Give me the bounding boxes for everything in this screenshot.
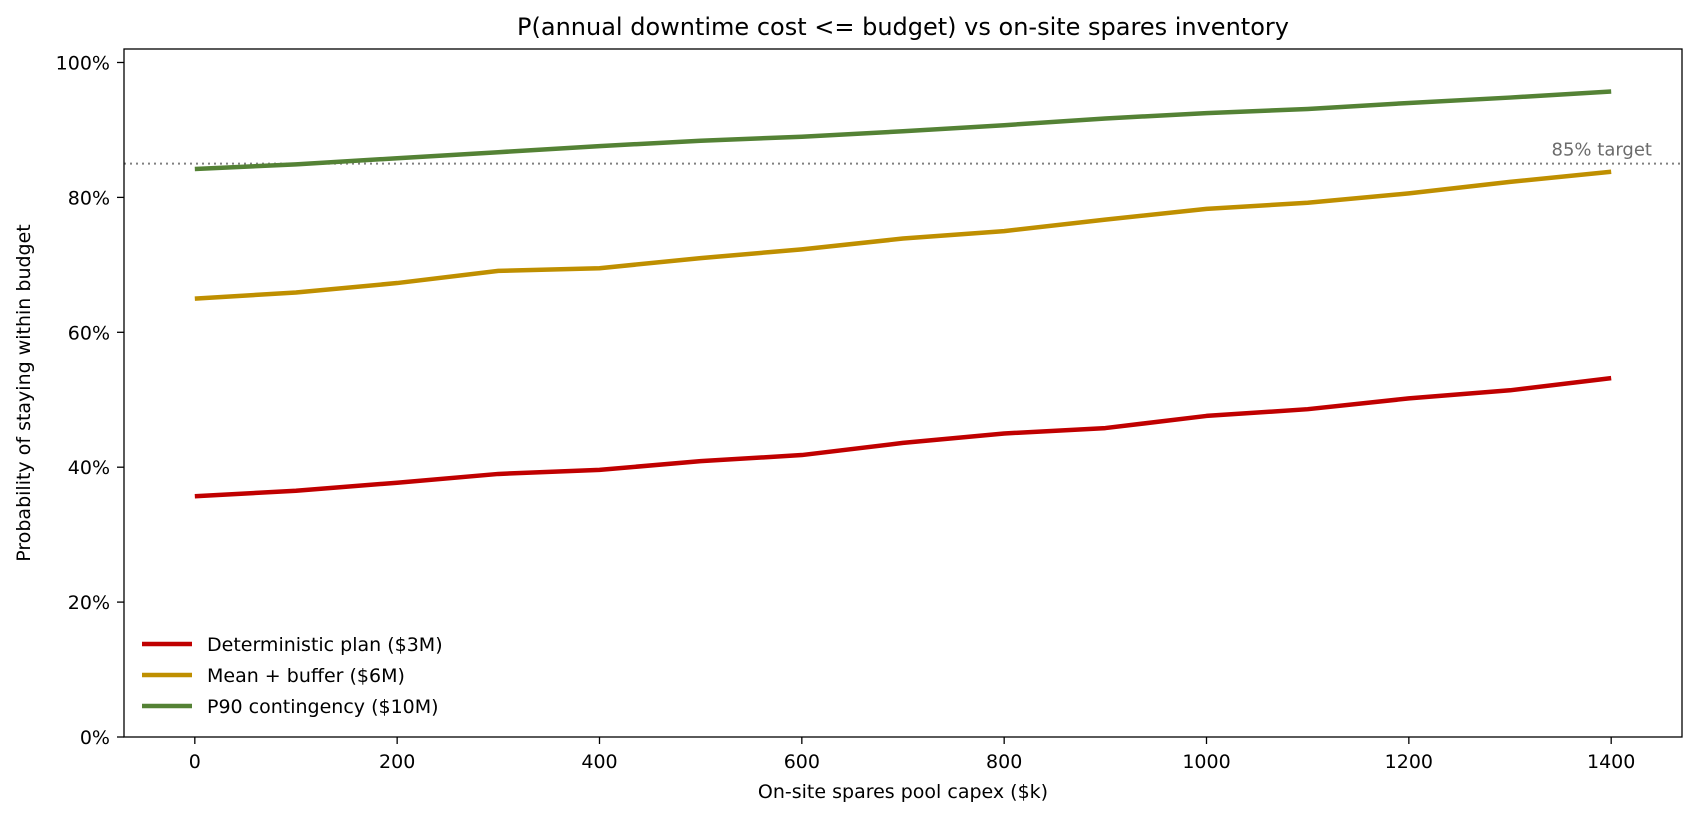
x-axis-label: On-site spares pool capex ($k) (758, 781, 1048, 803)
plot-frame (123, 48, 1683, 738)
x-tick-label: 1000 (1182, 751, 1230, 773)
y-tick-label: 0% (80, 727, 110, 749)
y-axis-label: Probability of staying within budget (13, 224, 35, 562)
chart-title: P(annual downtime cost <= budget) vs on-… (517, 13, 1289, 41)
series-line-1 (194, 375, 1612, 499)
x-tick-label: 800 (986, 751, 1022, 773)
target-reference-label: 85% target (1552, 140, 1652, 161)
x-tick-label: 600 (784, 751, 820, 773)
legend: Deterministic plan ($3M) Mean + buffer ($… (142, 634, 443, 718)
y-tick-label: 100% (56, 52, 110, 74)
x-tick-label: 200 (379, 751, 415, 773)
y-tick-label: 20% (68, 592, 110, 614)
y-tick-label: 80% (68, 187, 110, 209)
x-tick-label: 400 (581, 751, 617, 773)
x-tick-label: 1200 (1385, 751, 1433, 773)
series-line-3 (194, 89, 1612, 172)
legend-label: P90 contingency ($10M) (207, 696, 439, 718)
y-tick-label: 40% (68, 457, 110, 479)
x-tick-label: 1400 (1587, 751, 1635, 773)
series-line-2 (194, 169, 1612, 301)
legend-label: Deterministic plan ($3M) (207, 634, 443, 656)
y-tick-label: 60% (68, 322, 110, 344)
x-tick-label: 0 (189, 751, 201, 773)
legend-label: Mean + buffer ($6M) (207, 665, 405, 687)
